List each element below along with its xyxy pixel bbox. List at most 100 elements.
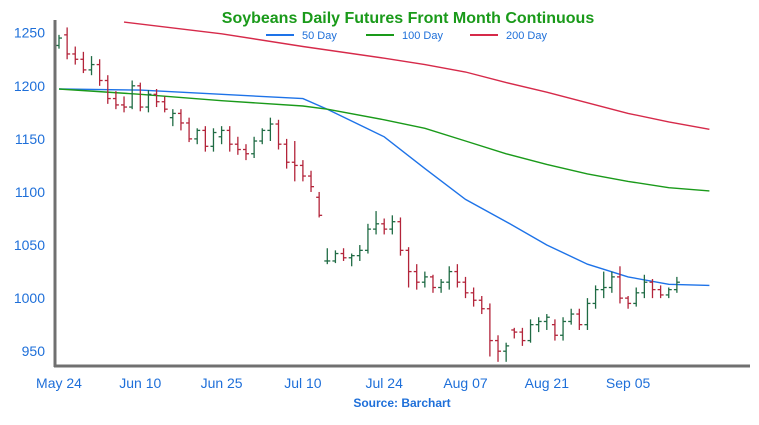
y-tick-label: 1050: [14, 237, 45, 253]
ohlc-bar: [267, 117, 274, 142]
chart-source: Source: Barchart: [353, 396, 450, 410]
ohlc-bar: [429, 274, 436, 293]
legend-item-ma50: 50 Day: [266, 30, 337, 42]
ohlc-bar: [397, 217, 404, 256]
x-tick-label: Aug 07: [443, 375, 488, 391]
ohlc-bar: [88, 56, 95, 76]
ohlc-bar: [389, 215, 396, 235]
x-tick-label: Jun 25: [201, 375, 243, 391]
ohlc-bar: [381, 218, 388, 235]
ohlc-bar: [308, 170, 315, 192]
ohlc-bar: [251, 136, 258, 158]
legend-label-ma200: 200 Day: [506, 30, 547, 42]
ohlc-bar: [218, 126, 225, 145]
series-line-ma100: [58, 88, 710, 192]
ohlc-bar: [454, 264, 461, 288]
ohlc-bar: [80, 51, 87, 74]
ohlc-bar: [137, 82, 144, 112]
ohlc-bar: [625, 296, 632, 309]
ohlc-bar: [478, 296, 485, 315]
ohlc-bar: [348, 253, 355, 267]
ohlc-bar: [462, 276, 469, 299]
chart-title: Soybeans Daily Futures Front Month Conti…: [222, 10, 595, 27]
ohlc-bar: [551, 319, 558, 341]
y-tick-label: 1000: [14, 290, 45, 306]
ohlc-bar: [560, 317, 567, 341]
ohlc-bar: [299, 160, 306, 182]
y-tick-label: 950: [22, 343, 46, 359]
ohlc-bar: [283, 138, 290, 169]
series-line-ma200: [123, 21, 710, 130]
ohlc-bar: [527, 319, 534, 343]
ohlc-bar: [405, 247, 412, 288]
ohlc-bar: [495, 335, 502, 362]
x-axis-tick-labels: May 24 Jun 10 Jun 25 Jul 10 Jul 24 Aug 07 Aug …: [36, 375, 650, 391]
ohlc-bar: [72, 46, 79, 65]
ohlc-bar: [519, 327, 526, 346]
y-tick-label: 1100: [15, 184, 45, 200]
ohlc-bar: [332, 250, 339, 264]
ohlc-bar: [112, 91, 119, 110]
ohlc-bar: [64, 27, 71, 60]
ohlc-bar: [96, 59, 103, 86]
ohlc-bar: [600, 271, 607, 299]
ohlc-bar: [470, 287, 477, 307]
ohlc-bar: [616, 266, 623, 304]
ohlc-bar: [568, 308, 575, 325]
x-tick-label: Jul 10: [284, 375, 322, 391]
legend-item-ma100: 100 Day: [366, 30, 443, 42]
ohlc-bar: [673, 276, 680, 293]
ohlc-bar: [56, 34, 62, 49]
ohlc-bar: [446, 266, 453, 290]
ohlc-bar: [104, 75, 111, 104]
legend-item-ma200: 200 Day: [470, 30, 547, 42]
ohlc-bar: [649, 279, 656, 299]
ohlc-bar: [169, 109, 176, 127]
axes: [53, 20, 750, 368]
ohlc-bar: [503, 342, 510, 362]
ohlc-bar: [592, 285, 599, 309]
ohlc-bar: [234, 136, 241, 155]
ohlc-bar: [576, 308, 583, 330]
x-tick-label: Aug 21: [525, 375, 570, 391]
ohlc-bar: [438, 279, 445, 293]
legend-label-ma100: 100 Day: [402, 30, 443, 42]
chart-legend: 50 Day 100 Day 200 Day: [266, 30, 547, 42]
series-line-ma50: [58, 88, 710, 287]
ohlc-bar: [633, 287, 640, 307]
y-axis-tick-labels: 950 1000 1050 1100 1150 1200 1250: [14, 25, 45, 359]
ohlc-bar: [242, 144, 249, 161]
plot-area: [56, 21, 710, 362]
x-tick-label: Jul 24: [366, 375, 404, 391]
ohlc-bar: [657, 285, 664, 299]
ohlc-bar: [259, 128, 266, 145]
ohlc-bar: [356, 245, 363, 261]
legend-label-ma50: 50 Day: [302, 30, 337, 42]
y-tick-label: 1250: [14, 25, 45, 41]
ohlc-bar: [194, 128, 201, 145]
ohlc-bar: [584, 298, 591, 330]
ohlc-bar: [202, 126, 209, 152]
ohlc-bar: [161, 96, 168, 113]
ohlc-bar: [543, 314, 550, 330]
ohlc-bar: [486, 303, 493, 357]
ohlc-bar: [665, 287, 672, 299]
ohlc-bar: [413, 264, 420, 290]
ohlc-bar: [421, 271, 428, 288]
ohlc-bar: [129, 80, 136, 110]
ohlc-bar: [535, 317, 542, 333]
ohlc-bar: [324, 248, 331, 265]
x-tick-label: May 24: [36, 375, 82, 391]
ohlc-bar: [364, 223, 371, 254]
ohlc-bar: [275, 119, 282, 150]
ohlc-bar: [641, 274, 648, 299]
ohlc-bar: [608, 271, 615, 293]
ohlc-bar: [177, 109, 184, 131]
ohlc-bar: [291, 141, 298, 182]
ohlc-bar: [186, 117, 193, 143]
x-tick-label: Jun 10: [119, 375, 161, 391]
x-tick-label: Sep 05: [606, 375, 651, 391]
ohlc-bar: [316, 191, 323, 218]
